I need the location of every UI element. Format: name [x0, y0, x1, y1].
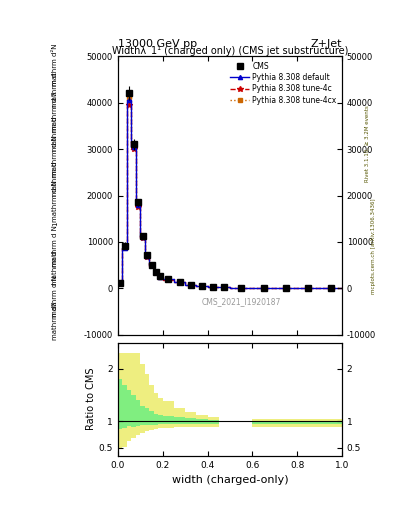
- Y-axis label: Ratio to CMS: Ratio to CMS: [86, 368, 96, 431]
- Text: mathrm d N: mathrm d N: [52, 180, 58, 222]
- Text: mathrm d²N: mathrm d²N: [52, 44, 58, 86]
- Text: mathrm d: mathrm d: [52, 251, 58, 285]
- Text: CMS_2021_I1920187: CMS_2021_I1920187: [202, 297, 281, 306]
- Text: Rivet 3.1.10, ≥ 3.2M events: Rivet 3.1.10, ≥ 3.2M events: [365, 105, 370, 182]
- Text: 1: 1: [52, 221, 58, 226]
- Text: mathrm d: mathrm d: [52, 117, 58, 152]
- Legend: CMS, Pythia 8.308 default, Pythia 8.308 tune-4c, Pythia 8.308 tune-4cx: CMS, Pythia 8.308 default, Pythia 8.308 …: [229, 60, 338, 106]
- Text: mathrm d λ: mathrm d λ: [52, 92, 58, 133]
- Text: Z+Jet: Z+Jet: [310, 38, 342, 49]
- X-axis label: width (charged-only): width (charged-only): [172, 475, 288, 485]
- Text: mathrm d: mathrm d: [52, 73, 58, 107]
- Text: mcplots.cern.ch [arXiv:1306.3436]: mcplots.cern.ch [arXiv:1306.3436]: [371, 198, 376, 293]
- Title: Widthλ_1¹ (charged only) (CMS jet substructure): Widthλ_1¹ (charged only) (CMS jet substr…: [112, 46, 348, 56]
- Text: mathrm d: mathrm d: [52, 162, 58, 196]
- Text: mathrm d N: mathrm d N: [52, 275, 58, 317]
- Text: mathrm d N: mathrm d N: [52, 136, 58, 178]
- Text: mathrm d N: mathrm d N: [52, 225, 58, 267]
- Text: 13000 GeV pp: 13000 GeV pp: [118, 38, 197, 49]
- Text: mathrm dλ: mathrm dλ: [52, 302, 58, 340]
